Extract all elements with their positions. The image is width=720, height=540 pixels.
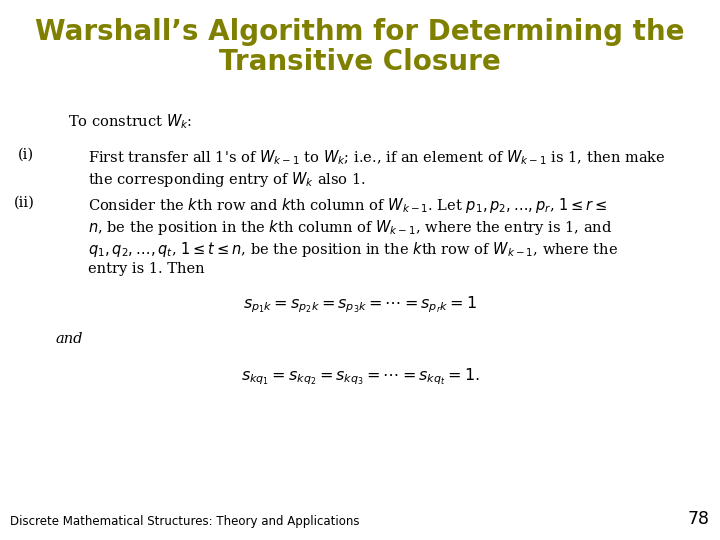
Text: Discrete Mathematical Structures: Theory and Applications: Discrete Mathematical Structures: Theory… <box>10 515 359 528</box>
Text: $s_{p_1 k} = s_{p_2 k} = s_{p_3 k} = \cdots = s_{p_r k} = 1$: $s_{p_1 k} = s_{p_2 k} = s_{p_3 k} = \cd… <box>243 294 477 315</box>
Text: First transfer all 1's of $W_{k-1}$ to $W_k$; i.e., if an element of $W_{k-1}$ i: First transfer all 1's of $W_{k-1}$ to $… <box>88 148 665 167</box>
Text: Warshall’s Algorithm for Determining the: Warshall’s Algorithm for Determining the <box>35 18 685 46</box>
Text: $n$, be the position in the $k$th column of $W_{k-1}$, where the entry is 1, and: $n$, be the position in the $k$th column… <box>88 218 613 237</box>
Text: the corresponding entry of $W_k$ also 1.: the corresponding entry of $W_k$ also 1. <box>88 170 366 189</box>
Text: Consider the $k$th row and $k$th column of $W_{k-1}$. Let $p_1, p_2, \ldots, p_r: Consider the $k$th row and $k$th column … <box>88 196 608 215</box>
Text: (ii): (ii) <box>14 196 35 210</box>
Text: 78: 78 <box>688 510 710 528</box>
Text: $q_1, q_2, \ldots, q_t$, $1 \leq t \leq n$, be the position in the $k$th row of : $q_1, q_2, \ldots, q_t$, $1 \leq t \leq … <box>88 240 618 259</box>
Text: and: and <box>55 332 83 346</box>
Text: (i): (i) <box>18 148 34 162</box>
Text: To construct $W_k$:: To construct $W_k$: <box>68 112 192 131</box>
Text: entry is 1. Then: entry is 1. Then <box>88 262 204 276</box>
Text: $s_{kq_1} = s_{kq_2} = s_{kq_3} = \cdots = s_{kq_t} = 1.$: $s_{kq_1} = s_{kq_2} = s_{kq_3} = \cdots… <box>240 366 480 387</box>
Text: Transitive Closure: Transitive Closure <box>219 48 501 76</box>
